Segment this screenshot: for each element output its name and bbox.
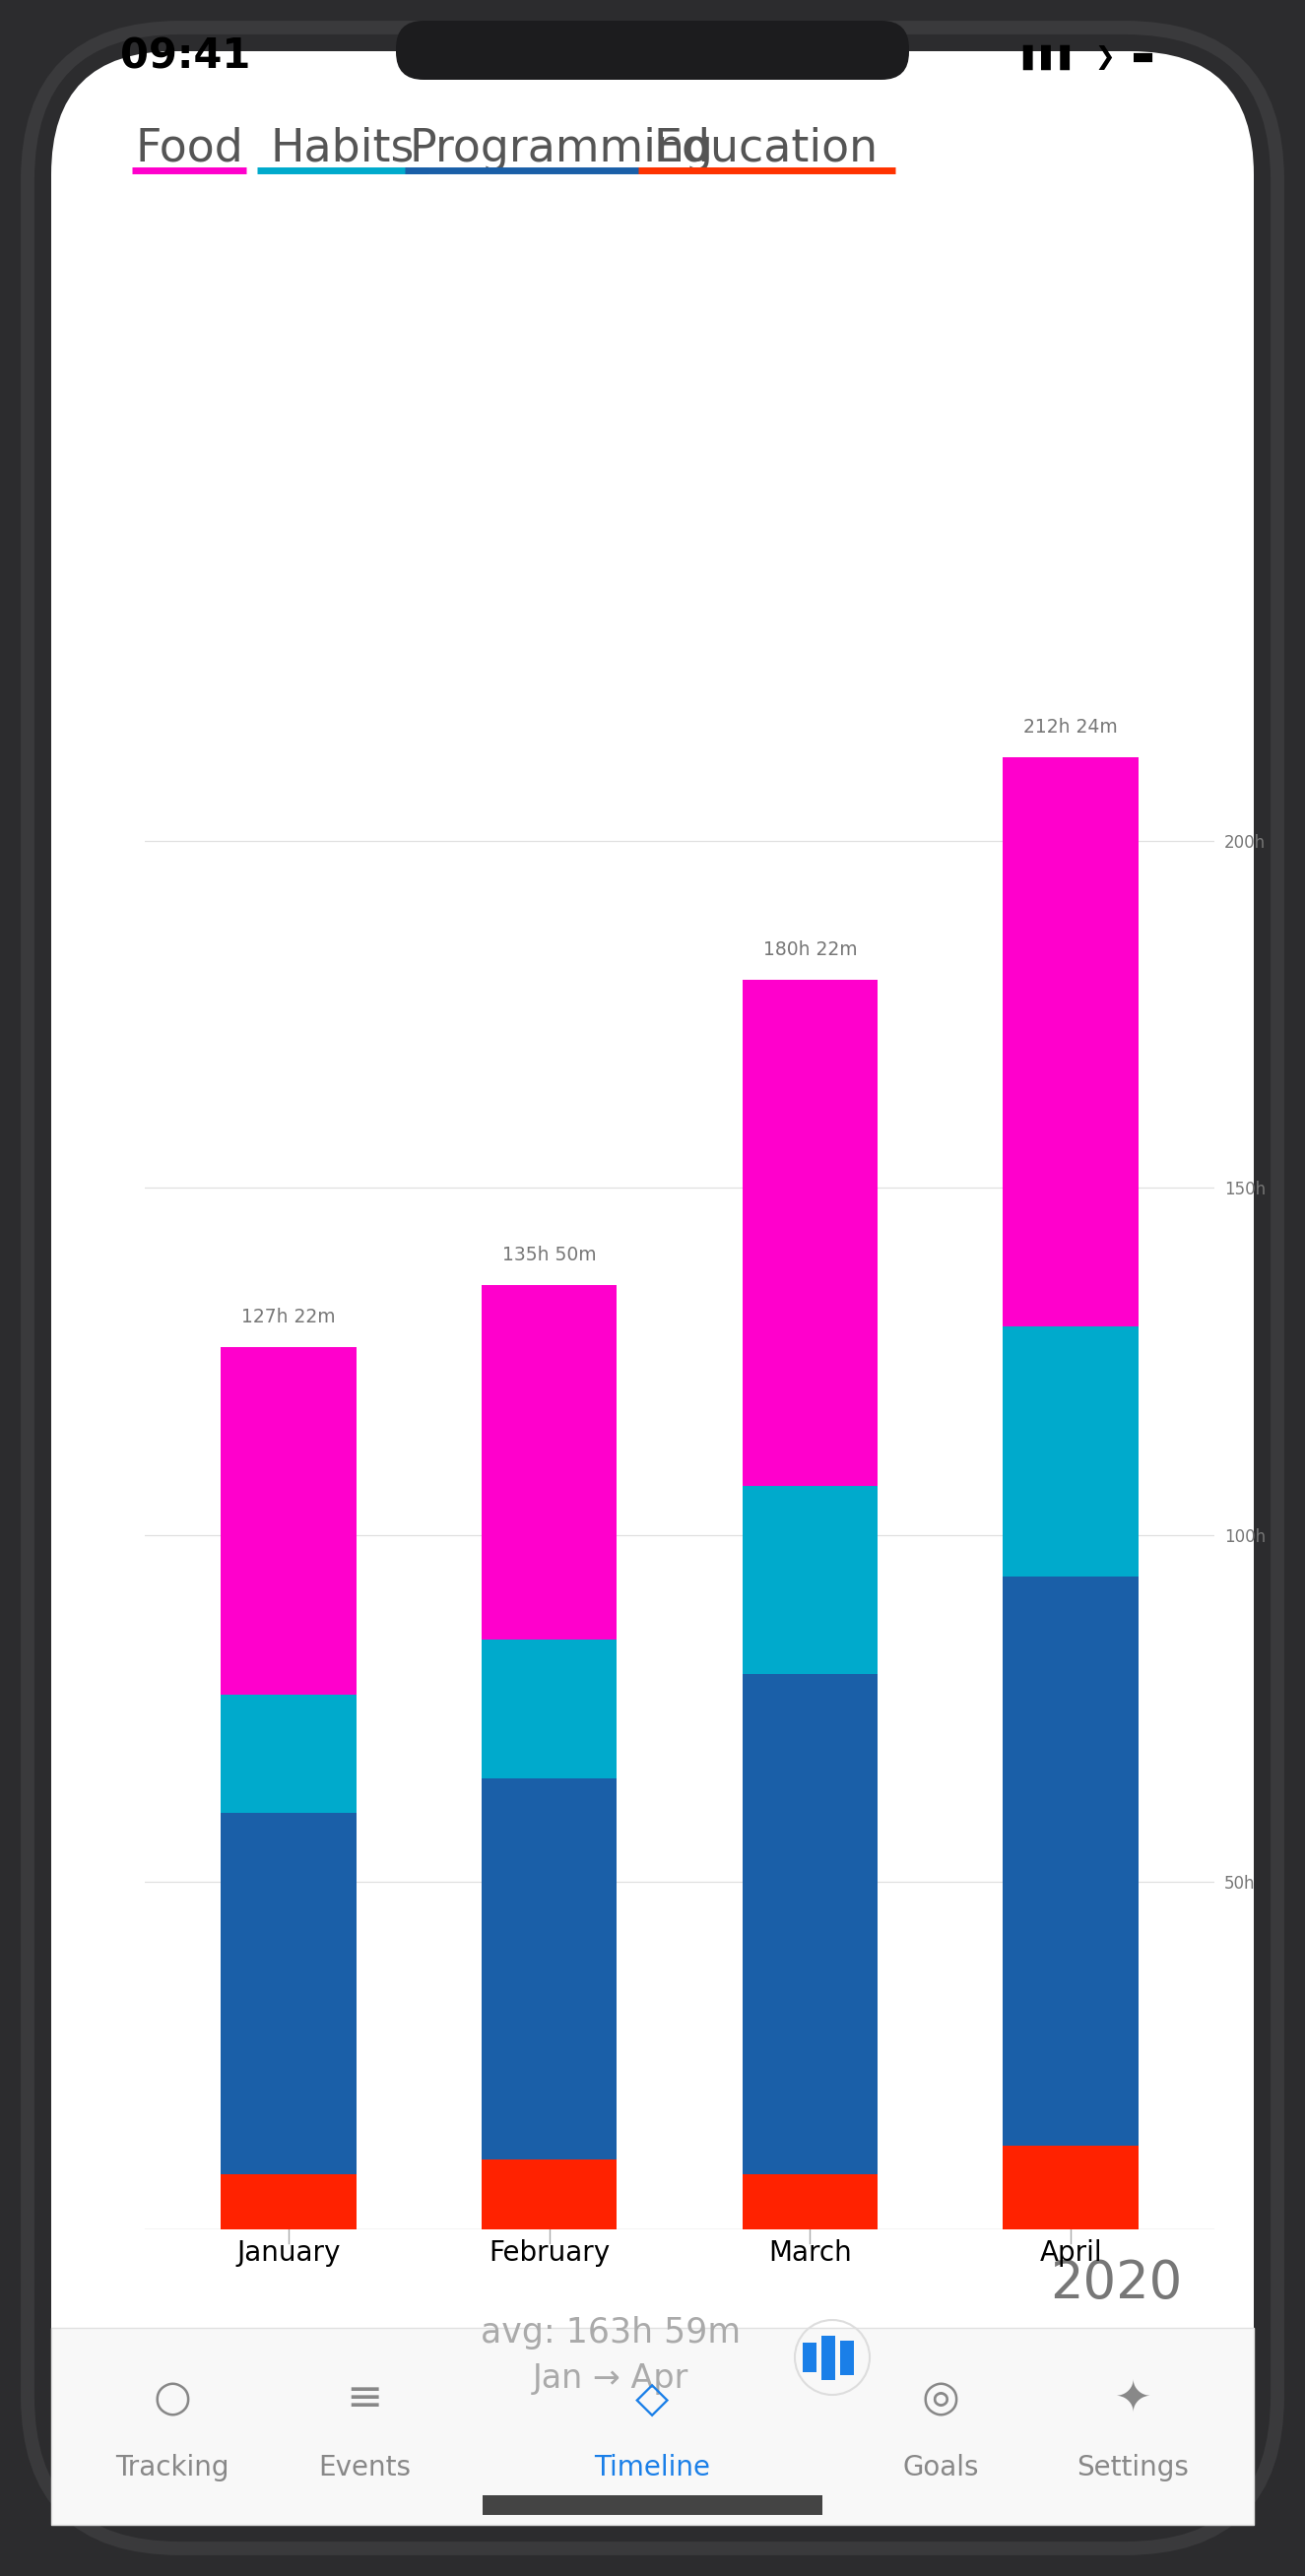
Bar: [821, 2336, 835, 2380]
Text: avg: 163h 59m: avg: 163h 59m: [480, 2316, 741, 2349]
Text: ◇: ◇: [636, 2378, 669, 2419]
Text: Goals: Goals: [903, 2455, 979, 2481]
Text: ▌▌▌  ❯  ▬: ▌▌▌ ❯ ▬: [1022, 44, 1155, 70]
Bar: [743, 979, 878, 1486]
Bar: [1004, 757, 1139, 1327]
Bar: [482, 1638, 617, 1777]
Text: ✦: ✦: [1114, 2378, 1151, 2419]
Bar: [221, 1347, 356, 1695]
Text: Programming: Programming: [410, 126, 714, 170]
Bar: [840, 2339, 853, 2375]
Bar: [221, 2174, 356, 2228]
Text: 09:41: 09:41: [120, 36, 251, 77]
Text: ○: ○: [153, 2378, 192, 2419]
Bar: [803, 2342, 817, 2372]
Bar: [483, 2496, 822, 2514]
FancyBboxPatch shape: [27, 28, 1278, 2548]
Text: Timeline: Timeline: [594, 2455, 710, 2481]
Bar: [482, 2159, 617, 2228]
Text: Settings: Settings: [1077, 2455, 1189, 2481]
Text: 2020: 2020: [1049, 2259, 1182, 2308]
Bar: [482, 1777, 617, 2159]
Bar: [221, 1695, 356, 1814]
Bar: [221, 1814, 356, 2174]
Bar: [1004, 1327, 1139, 1577]
Text: ≡: ≡: [346, 2378, 382, 2419]
Text: 180h 22m: 180h 22m: [763, 940, 857, 958]
Text: Events: Events: [318, 2455, 411, 2481]
FancyBboxPatch shape: [395, 21, 910, 80]
Text: Tracking: Tracking: [115, 2455, 230, 2481]
Text: Education: Education: [654, 126, 878, 170]
Bar: [743, 2174, 878, 2228]
Text: 212h 24m: 212h 24m: [1023, 719, 1118, 737]
Bar: [743, 1486, 878, 1674]
Text: ◎: ◎: [921, 2378, 959, 2419]
Bar: [51, 2329, 1254, 2524]
Text: Jan → Apr: Jan → Apr: [532, 2362, 689, 2396]
FancyBboxPatch shape: [51, 52, 1254, 2524]
Text: 127h 22m: 127h 22m: [241, 1309, 335, 1327]
Bar: [1004, 1577, 1139, 2146]
Bar: [1004, 2146, 1139, 2228]
Text: Habits: Habits: [270, 126, 415, 170]
Text: 135h 50m: 135h 50m: [502, 1244, 596, 1265]
Text: Food: Food: [134, 126, 243, 170]
Bar: [482, 1285, 617, 1638]
Bar: [743, 1674, 878, 2174]
